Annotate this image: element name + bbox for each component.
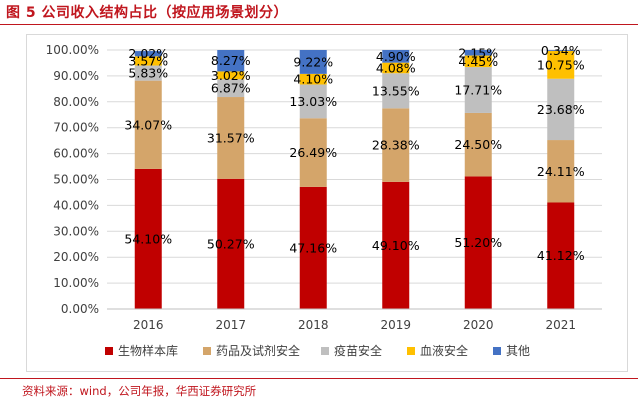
bar-segment — [299, 73, 327, 85]
y-tick-label: 30.00% — [53, 224, 99, 238]
bar-segment — [464, 176, 492, 309]
data-label: 0.34% — [541, 43, 581, 58]
y-tick-label: 100.00% — [46, 43, 99, 57]
bar-segment — [217, 71, 245, 80]
x-tick-label: 2020 — [463, 318, 494, 332]
legend-swatch — [105, 347, 113, 355]
bar-segment — [134, 80, 162, 169]
data-label: 2.15% — [458, 45, 498, 60]
y-tick-label: 70.00% — [53, 121, 99, 135]
x-tick-label: 2017 — [215, 318, 246, 332]
bar-segment — [299, 84, 327, 119]
data-label: 28.38% — [372, 138, 420, 153]
legend-swatch — [407, 347, 415, 355]
bar-segment — [217, 50, 245, 72]
legend-swatch — [321, 347, 329, 355]
bar-segment — [547, 202, 575, 309]
data-label: 4.90% — [376, 49, 416, 64]
bar-segment — [217, 79, 245, 98]
legend-swatch — [203, 347, 211, 355]
y-tick-label: 20.00% — [53, 250, 99, 264]
legend-label: 其他 — [506, 344, 530, 358]
bar-segment — [299, 118, 327, 187]
legend-label: 血液安全 — [420, 343, 468, 358]
bar-segment — [464, 112, 492, 177]
y-tick-label: 90.00% — [53, 69, 99, 83]
data-label: 31.57% — [207, 130, 255, 145]
data-label: 47.16% — [289, 240, 337, 255]
bar-segment — [464, 67, 492, 113]
data-label: 3.02% — [211, 68, 251, 83]
data-label: 13.55% — [372, 83, 420, 98]
bar-segment — [134, 51, 162, 57]
legend-label: 疫苗安全 — [334, 343, 382, 358]
y-tick-label: 10.00% — [53, 276, 99, 290]
data-label: 50.27% — [207, 236, 255, 251]
data-label: 8.27% — [211, 53, 251, 68]
data-label: 2.02% — [128, 46, 168, 61]
bar-segment — [464, 55, 492, 68]
bar-segment — [547, 50, 575, 51]
data-label: 10.75% — [537, 57, 585, 72]
title-rule — [0, 24, 638, 25]
legend-label: 药品及试剂安全 — [216, 343, 300, 358]
bar-segment — [217, 178, 245, 309]
data-label: 4.08% — [376, 60, 416, 75]
bar-segment — [382, 62, 410, 74]
bar-segment — [134, 65, 162, 81]
data-label: 5.83% — [128, 66, 168, 81]
source-rule — [0, 378, 638, 379]
data-label: 6.87% — [211, 81, 251, 96]
y-tick-label: 0.00% — [61, 302, 99, 316]
data-label: 9.22% — [293, 54, 333, 69]
bar-segment — [464, 49, 492, 56]
bar-segment — [547, 140, 575, 203]
source-note: 资料来源：wind，公司年报，华西证券研究所 — [22, 384, 257, 398]
bar-segment — [547, 78, 575, 141]
data-label: 24.50% — [454, 137, 502, 152]
y-tick-label: 50.00% — [53, 173, 99, 187]
y-tick-label: 60.00% — [53, 147, 99, 161]
data-label: 23.68% — [537, 102, 585, 117]
x-tick-label: 2016 — [133, 318, 164, 332]
y-tick-label: 80.00% — [53, 95, 99, 109]
x-tick-label: 2018 — [298, 318, 329, 332]
data-label: 34.07% — [124, 117, 172, 132]
bar-segment — [299, 50, 327, 74]
bar-segment — [134, 56, 162, 66]
bar-segment — [382, 73, 410, 109]
y-tick-label: 40.00% — [53, 198, 99, 212]
legend-label: 生物样本库 — [118, 343, 178, 358]
chart-area: 0.00% 10.00% 20.00% 30.00% 40.00% 50.00% 60.00… — [26, 34, 628, 372]
data-label: 26.49% — [289, 145, 337, 160]
data-label: 54.10% — [124, 231, 172, 246]
x-tick-label: 2019 — [380, 318, 411, 332]
data-label: 41.12% — [537, 248, 585, 263]
data-label: 49.10% — [372, 238, 420, 253]
data-label: 51.20% — [454, 235, 502, 250]
data-label: 4.10% — [293, 72, 333, 87]
bar-segment — [299, 186, 327, 309]
figure-title: 图 5 公司收入结构占比（按应用场景划分） — [6, 5, 288, 21]
bar-segment — [382, 108, 410, 182]
bar-segment — [382, 49, 410, 63]
bar-segment — [382, 181, 410, 309]
x-tick-label: 2021 — [545, 318, 576, 332]
data-label: 17.71% — [454, 83, 502, 98]
data-label: 24.11% — [537, 164, 585, 179]
data-label: 13.03% — [289, 94, 337, 109]
data-label: 4.45% — [458, 54, 498, 69]
bar-segment — [217, 97, 245, 179]
stacked-bar-chart: 0.00% 10.00% 20.00% 30.00% 40.00% 50.00% 60.00… — [46, 43, 602, 358]
legend-swatch — [493, 347, 501, 355]
bar-segment — [134, 168, 162, 309]
data-label: 3.57% — [128, 53, 168, 68]
bar-segment — [547, 50, 575, 79]
